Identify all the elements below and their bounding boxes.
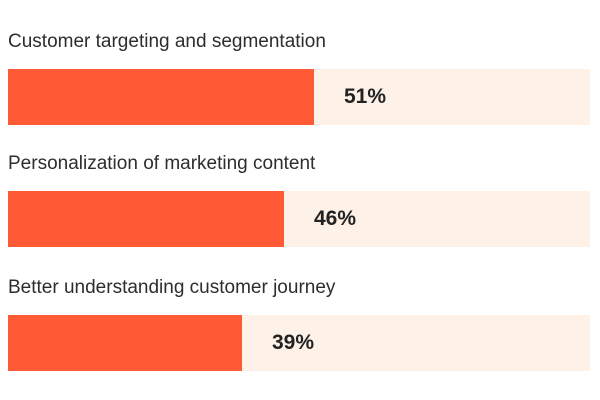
category-label: Better understanding customer journey <box>8 277 336 298</box>
bar-fill <box>8 191 284 247</box>
category-label: Customer targeting and segmentation <box>8 31 326 52</box>
bar-track: 51% <box>8 69 590 125</box>
bar-fill <box>8 69 314 125</box>
value-label: 51% <box>344 85 387 108</box>
bar-row-customer-journey: Better understanding customer journey 39… <box>8 277 590 371</box>
bar-track: 39% <box>8 315 590 371</box>
category-label: Personalization of marketing content <box>8 153 316 174</box>
bar-fill <box>8 315 242 371</box>
bar-row-personalization: Personalization of marketing content 46% <box>8 153 590 247</box>
value-label: 46% <box>314 207 357 230</box>
bar-track: 46% <box>8 191 590 247</box>
value-label: 39% <box>272 331 315 354</box>
bar-row-customer-targeting: Customer targeting and segmentation 51% <box>8 31 590 125</box>
